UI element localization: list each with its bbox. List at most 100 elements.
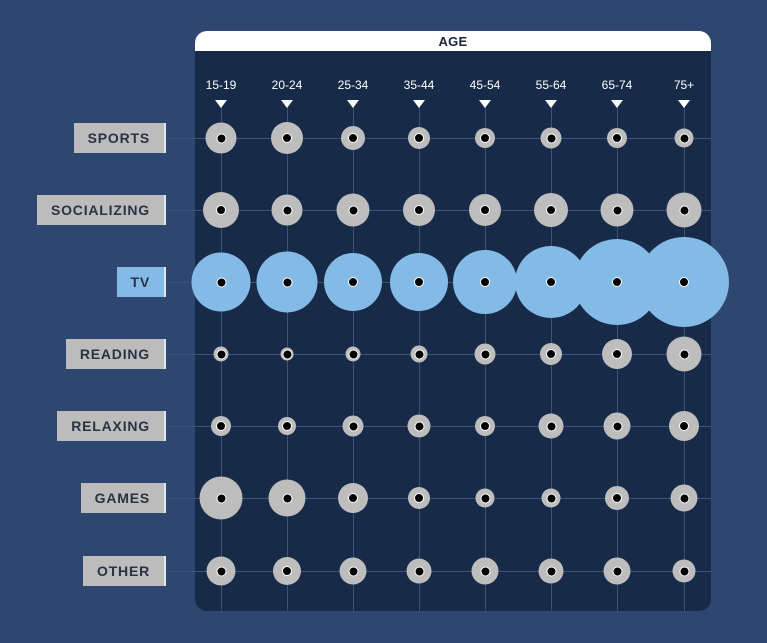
row-label-relaxing: RELAXING xyxy=(57,411,166,441)
grid-line-horizontal xyxy=(165,138,711,139)
row-label-tv: TV xyxy=(116,267,166,297)
grid-line-horizontal xyxy=(165,354,711,355)
row-label-socializing: SOCIALIZING xyxy=(36,195,166,225)
bubble-reading-20-24 xyxy=(280,347,294,361)
bubble-tv-45-54 xyxy=(453,250,517,314)
bubble-socializing-15-19 xyxy=(203,192,239,228)
bubble-socializing-45-54 xyxy=(469,194,501,226)
center-dot-icon xyxy=(679,421,689,431)
grid-line-horizontal xyxy=(165,498,711,499)
center-dot-icon xyxy=(546,566,556,576)
bubble-reading-15-19 xyxy=(213,346,229,362)
center-dot-icon xyxy=(480,349,490,359)
center-dot-icon xyxy=(612,566,622,576)
center-dot-icon xyxy=(282,349,292,359)
center-dot-icon xyxy=(679,566,689,576)
center-dot-icon xyxy=(414,205,424,215)
down-arrow-icon xyxy=(479,100,491,108)
center-dot-icon xyxy=(546,493,556,503)
bubble-sports-55-64 xyxy=(540,127,562,149)
bubble-reading-65-74 xyxy=(602,339,632,369)
center-dot-icon xyxy=(216,277,226,287)
center-dot-icon xyxy=(282,566,292,576)
bubble-games-45-54 xyxy=(475,488,495,508)
age-label-25-34: 25-34 xyxy=(337,78,369,92)
grid-line-horizontal xyxy=(165,571,711,572)
center-dot-icon xyxy=(612,205,622,215)
center-dot-icon xyxy=(546,421,556,431)
row-label-other: OTHER xyxy=(83,556,166,586)
center-dot-icon xyxy=(348,277,358,287)
bubble-sports-15-19 xyxy=(205,122,237,154)
age-label-45-54: 45-54 xyxy=(469,78,501,92)
center-dot-icon xyxy=(216,566,226,576)
center-dot-icon xyxy=(546,349,556,359)
row-label-sports: SPORTS xyxy=(73,123,166,153)
bubble-reading-55-64 xyxy=(540,343,562,365)
bubble-other-25-34 xyxy=(339,557,367,585)
down-arrow-icon xyxy=(281,100,293,108)
bubble-tv-25-34 xyxy=(324,253,382,311)
bubble-reading-75+ xyxy=(666,336,702,372)
bubble-games-55-64 xyxy=(541,488,561,508)
center-dot-icon xyxy=(414,566,424,576)
bubble-other-75+ xyxy=(672,559,696,583)
bubble-other-20-24 xyxy=(273,557,301,585)
down-arrow-icon xyxy=(215,100,227,108)
center-dot-icon xyxy=(348,421,358,431)
age-label-55-64: 55-64 xyxy=(535,78,567,92)
bubble-sports-45-54 xyxy=(475,128,495,148)
center-dot-icon xyxy=(679,277,689,287)
center-dot-icon xyxy=(612,133,622,143)
center-dot-icon xyxy=(282,493,292,503)
bubble-relaxing-35-44 xyxy=(407,414,431,438)
center-dot-icon xyxy=(480,205,490,215)
center-dot-icon xyxy=(612,277,622,287)
bubble-sports-65-74 xyxy=(607,128,627,148)
bubble-relaxing-20-24 xyxy=(278,417,296,435)
bubble-relaxing-55-64 xyxy=(538,413,564,439)
age-label-20-24: 20-24 xyxy=(271,78,303,92)
center-dot-icon xyxy=(679,205,689,215)
center-dot-icon xyxy=(282,205,292,215)
bubble-sports-35-44 xyxy=(408,127,430,149)
center-dot-icon xyxy=(546,205,556,215)
bubble-games-35-44 xyxy=(408,487,430,509)
down-arrow-icon xyxy=(678,100,690,108)
center-dot-icon xyxy=(216,349,226,359)
center-dot-icon xyxy=(348,133,358,143)
bubble-reading-25-34 xyxy=(345,346,361,362)
bubble-tv-75+ xyxy=(639,237,729,327)
bubble-relaxing-65-74 xyxy=(603,412,631,440)
row-label-games: GAMES xyxy=(80,483,166,513)
bubble-reading-45-54 xyxy=(474,343,496,365)
grid-line-horizontal xyxy=(165,210,711,211)
center-dot-icon xyxy=(216,493,226,503)
bubble-other-45-54 xyxy=(471,557,499,585)
center-dot-icon xyxy=(480,566,490,576)
down-arrow-icon xyxy=(413,100,425,108)
center-dot-icon xyxy=(546,133,556,143)
bubble-socializing-25-34 xyxy=(336,193,370,227)
bubble-games-25-34 xyxy=(338,483,368,513)
center-dot-icon xyxy=(480,421,490,431)
center-dot-icon xyxy=(414,493,424,503)
bubble-games-15-19 xyxy=(199,476,243,520)
bubble-other-35-44 xyxy=(406,558,432,584)
bubble-socializing-35-44 xyxy=(403,194,435,226)
center-dot-icon xyxy=(414,277,424,287)
center-dot-icon xyxy=(414,133,424,143)
center-dot-icon xyxy=(612,421,622,431)
bubble-relaxing-45-54 xyxy=(475,416,495,436)
center-dot-icon xyxy=(216,205,226,215)
center-dot-icon xyxy=(348,566,358,576)
bubble-socializing-65-74 xyxy=(600,193,634,227)
bubble-other-55-64 xyxy=(538,558,564,584)
bubble-socializing-55-64 xyxy=(534,193,568,227)
center-dot-icon xyxy=(348,205,358,215)
center-dot-icon xyxy=(480,133,490,143)
center-dot-icon xyxy=(414,421,424,431)
bubble-other-15-19 xyxy=(206,556,236,586)
bubble-other-65-74 xyxy=(603,557,631,585)
center-dot-icon xyxy=(612,493,622,503)
